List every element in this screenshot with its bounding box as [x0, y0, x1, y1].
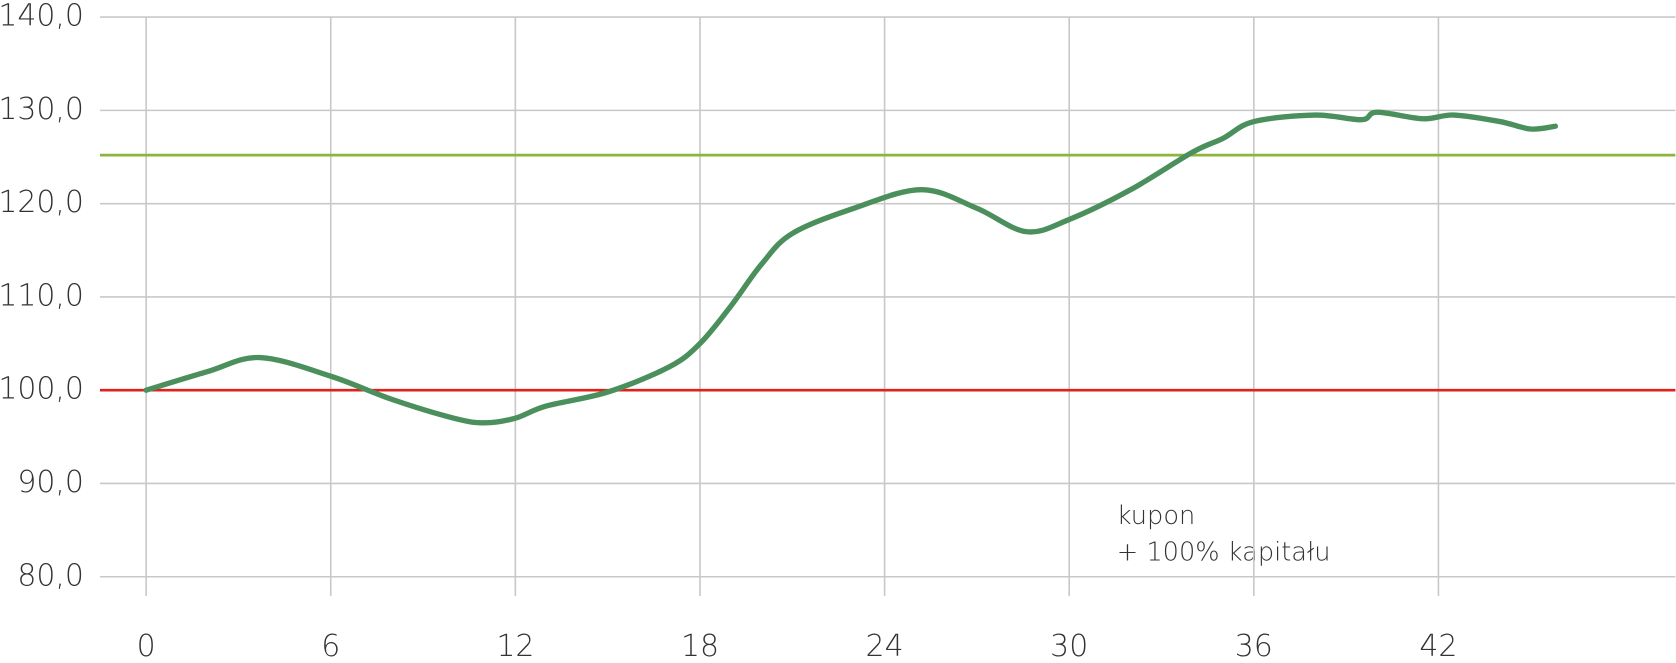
annotation: + 100% kapitału [1117, 537, 1331, 567]
y-tick-label: 120,0 [0, 185, 84, 220]
x-tick-label: 12 [496, 629, 534, 659]
x-tick-label: 6 [321, 629, 340, 659]
x-tick-label: 42 [1419, 629, 1457, 659]
x-tick-label: 30 [1050, 629, 1088, 659]
y-tick-label: 130,0 [0, 92, 84, 127]
x-tick-label: 18 [681, 629, 719, 659]
y-tick-label: 140,0 [0, 0, 84, 34]
x-tick-label: 36 [1235, 629, 1273, 659]
x-tick-label: 0 [137, 629, 156, 659]
y-tick-label: 100,0 [0, 372, 84, 407]
x-tick-label: 24 [866, 629, 904, 659]
y-tick-label: 90,0 [17, 465, 84, 500]
annotation: kupon [1117, 501, 1195, 531]
data-line [143, 109, 1559, 426]
y-tick-label: 80,0 [17, 558, 84, 593]
y-tick-label: 110,0 [0, 278, 84, 313]
